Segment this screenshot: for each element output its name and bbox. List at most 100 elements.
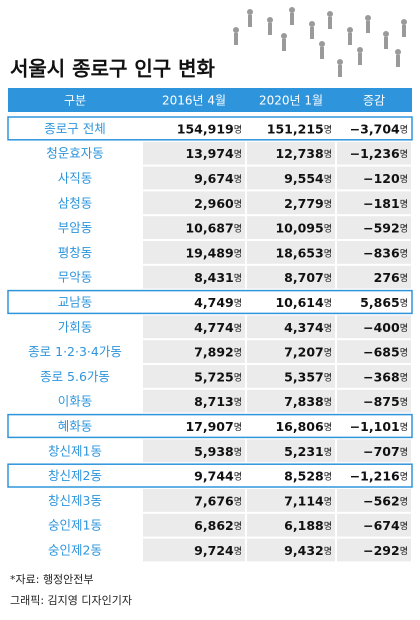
value: 19,489 — [185, 245, 233, 260]
unit: 명 — [324, 149, 332, 160]
cell-bg — [337, 389, 411, 413]
value-cell: −400명 — [363, 319, 408, 334]
row-label: 종로 1·2·3·4가동 — [28, 344, 122, 359]
value-cell: 7,207명 — [284, 344, 332, 359]
value: 9,674 — [194, 171, 234, 186]
unit: 명 — [234, 496, 242, 507]
unit: 명 — [324, 198, 332, 209]
credit: 그래픽: 김지영 디자인기자 — [10, 594, 132, 607]
value-cell: 18,653명 — [275, 245, 332, 260]
unit: 명 — [234, 372, 242, 383]
value: 10,687 — [185, 220, 233, 235]
value: 17,907 — [185, 419, 233, 434]
value-cell: 8,528명 — [284, 468, 332, 483]
value-cell: −875명 — [363, 394, 408, 409]
row-label: 창신제1동 — [48, 443, 102, 458]
row-label: 가회동 — [58, 319, 93, 334]
unit: 명 — [324, 248, 332, 259]
unit: 명 — [400, 198, 408, 209]
cell-bg — [247, 414, 335, 438]
unit: 명 — [324, 496, 332, 507]
cell-bg — [143, 489, 245, 512]
unit: 명 — [324, 273, 332, 284]
unit: 명 — [400, 372, 408, 383]
value-cell: 8,707명 — [284, 270, 332, 285]
row-label: 부암동 — [58, 220, 93, 235]
value: 5,725 — [194, 369, 234, 384]
value: −292 — [363, 543, 400, 558]
cell-bg — [143, 191, 245, 215]
unit: 명 — [234, 446, 242, 457]
value: 10,614 — [275, 295, 324, 310]
unit: 명 — [400, 496, 408, 507]
unit: 명 — [234, 546, 242, 557]
value-cell: 2,779명 — [284, 195, 332, 210]
value-cell: 16,806명 — [275, 419, 332, 434]
cell-bg — [337, 241, 411, 264]
row-label: 평창동 — [58, 245, 93, 260]
row-label: 창신제2동 — [48, 468, 102, 483]
value-cell: 5,725명 — [194, 369, 242, 384]
unit: 명 — [234, 422, 242, 433]
cell-bg — [337, 340, 411, 363]
value: 7,207 — [284, 344, 324, 359]
row-label: 숭인제1동 — [48, 518, 102, 533]
unit: 명 — [400, 397, 408, 408]
unit: 명 — [400, 347, 408, 358]
cell-bg — [337, 414, 411, 438]
unit: 명 — [234, 198, 242, 209]
value-cell: 7,892명 — [194, 344, 242, 359]
value-cell: 10,095명 — [275, 220, 332, 235]
row-label: 사직동 — [58, 171, 93, 186]
cell-bg — [247, 290, 335, 314]
value-cell: 8,431명 — [194, 270, 242, 285]
cell-bg — [247, 513, 335, 537]
cell-bg — [337, 513, 411, 537]
cell-bg — [247, 464, 335, 487]
row-label: 숭인제2동 — [48, 543, 102, 558]
cell-bg — [337, 265, 411, 289]
unit: 명 — [324, 372, 332, 383]
value-cell: −836명 — [363, 245, 408, 260]
row-label: 삼청동 — [58, 195, 93, 210]
unit: 명 — [400, 322, 408, 333]
header-cell: 2020년 1월 — [259, 94, 323, 108]
value-cell: 9,744명 — [194, 468, 242, 483]
unit: 명 — [234, 273, 242, 284]
value: −1,101 — [350, 419, 400, 434]
cell-bg — [143, 290, 245, 314]
cell-bg — [143, 340, 245, 363]
cell-bg — [143, 315, 245, 339]
unit: 명 — [234, 248, 242, 259]
cell-bg — [143, 414, 245, 438]
value: 10,095 — [275, 220, 323, 235]
value: −181 — [363, 195, 400, 210]
value: 9,724 — [194, 543, 234, 558]
row-label: 창신제3동 — [48, 493, 102, 508]
value: 8,713 — [194, 394, 234, 409]
cell-bg — [337, 191, 411, 215]
cell-bg — [337, 538, 411, 562]
cell-bg — [247, 241, 335, 264]
unit: 명 — [324, 322, 332, 333]
unit: 명 — [234, 174, 242, 185]
value-cell: 7,676명 — [194, 493, 242, 508]
value: 2,779 — [284, 195, 324, 210]
row-label: 교남동 — [58, 295, 93, 310]
value: 12,738 — [275, 146, 323, 161]
value: 8,431 — [194, 270, 234, 285]
header-cell: 2016년 4월 — [162, 94, 226, 108]
unit: 명 — [324, 124, 332, 135]
value: 18,653 — [275, 245, 323, 260]
value-cell: 4,774명 — [194, 319, 242, 334]
unit: 명 — [324, 446, 332, 457]
value: −592 — [363, 220, 400, 235]
value: −674 — [363, 518, 400, 533]
cell-bg — [337, 166, 411, 190]
value-cell: 154,919명 — [177, 121, 242, 136]
value: 13,974 — [185, 146, 234, 161]
value: −707 — [363, 443, 400, 458]
row-label: 이화동 — [58, 394, 93, 409]
